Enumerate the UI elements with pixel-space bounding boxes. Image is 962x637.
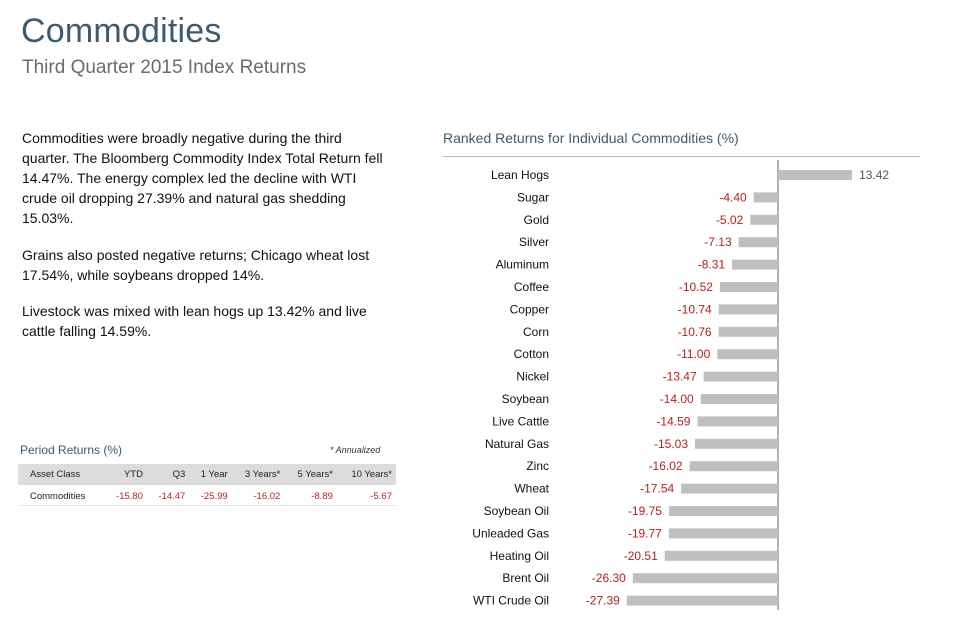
page-subtitle: Third Quarter 2015 Index Returns [22, 57, 307, 78]
category-label: Live Cattle [492, 414, 549, 428]
data-label: -10.74 [678, 302, 712, 316]
data-label: -10.76 [678, 325, 712, 339]
column-header: 10 Years* [336, 464, 396, 485]
data-label: -4.40 [719, 190, 747, 204]
period-returns-table: Asset Class YTD Q3 1 Year 3 Years* 5 Yea… [18, 464, 396, 507]
category-label: Zinc [526, 459, 549, 473]
data-label: -20.51 [624, 549, 658, 563]
data-label: -11.00 [677, 347, 710, 361]
bar [668, 528, 778, 539]
bar [738, 237, 778, 248]
data-label: -13.47 [663, 370, 697, 384]
column-header: 1 Year [189, 464, 232, 485]
category-label: Natural Gas [485, 437, 549, 451]
data-label: -16.02 [649, 459, 683, 473]
data-label: -17.54 [640, 482, 674, 496]
table-cell: -16.02 [253, 490, 281, 502]
category-label: Aluminum [496, 258, 549, 272]
commentary-paragraph: Commodities were broadly negative during… [22, 130, 383, 226]
bar [626, 595, 778, 606]
data-label: -15.03 [654, 437, 688, 451]
column-header: 5 Years* [284, 464, 337, 485]
column-header: 3 Years* [231, 464, 285, 485]
bar [703, 371, 778, 382]
table-cell: -25.99 [200, 490, 228, 502]
period-returns-title: Period Returns (%) [20, 443, 123, 457]
page-title: Commodities [21, 12, 222, 50]
table-cell: -5.67 [370, 490, 392, 502]
bar [664, 550, 778, 561]
annualized-note: * Annualized [330, 445, 381, 455]
data-label: -14.59 [656, 414, 690, 428]
chart-title-rule [443, 156, 920, 157]
bar [632, 573, 778, 584]
category-label: Soybean [502, 392, 549, 406]
category-label: Wheat [514, 482, 549, 496]
category-label: Silver [519, 235, 549, 249]
data-label: -19.75 [628, 504, 662, 518]
data-label: -14.00 [660, 392, 694, 406]
category-label: Corn [523, 325, 549, 339]
category-label: Unleaded Gas [472, 526, 549, 540]
bar [697, 416, 778, 427]
commentary-paragraph: Livestock was mixed with lean hogs up 13… [22, 303, 367, 339]
column-header: YTD [104, 464, 147, 485]
bar [695, 438, 778, 449]
commentary-paragraph: Grains also posted negative returns; Chi… [22, 247, 370, 283]
category-label: Soybean Oil [484, 504, 549, 518]
data-label: -7.13 [704, 235, 732, 249]
data-label: -27.39 [586, 594, 620, 608]
category-label: Brent Oil [502, 571, 549, 585]
table-cell: -8.89 [311, 490, 333, 502]
bar [778, 170, 853, 180]
table-cell: -15.80 [116, 490, 143, 502]
table-cell: Commodities [30, 490, 86, 502]
column-header: Q3 [146, 464, 190, 485]
category-label: Cotton [514, 347, 549, 361]
bar [718, 326, 778, 337]
data-label: -26.30 [592, 571, 626, 585]
category-label: Nickel [516, 370, 549, 384]
table-divider [18, 505, 396, 506]
bar [750, 214, 778, 225]
bar [732, 259, 778, 270]
category-label: Sugar [517, 190, 549, 204]
data-label: -5.02 [716, 213, 744, 227]
bar [668, 506, 778, 516]
bar [753, 192, 778, 203]
data-label: -10.52 [679, 280, 713, 294]
bar [689, 461, 778, 472]
data-label: -19.77 [628, 526, 662, 540]
bar [681, 483, 778, 494]
bar [700, 394, 778, 404]
ranked-returns-chart: Lean Hogs 13.42 Sugar -4.40 Gold -5.02 Silver -… [472, 160, 889, 610]
bar [719, 282, 778, 292]
table-header-row: Asset Class YTD Q3 1 Year 3 Years* 5 Yea… [18, 464, 396, 485]
column-header: Asset Class [18, 464, 105, 485]
chart-title: Ranked Returns for Individual Commoditie… [443, 130, 739, 146]
category-label: Lean Hogs [491, 168, 549, 182]
category-label: Copper [510, 302, 549, 316]
category-label: Gold [524, 213, 549, 227]
data-label: -8.31 [698, 258, 726, 272]
table-cell: -14.47 [158, 490, 186, 502]
category-label: Coffee [514, 280, 549, 294]
table-row: Commodities -15.80 -14.47 -25.99 -16.02 … [18, 485, 396, 507]
bar [718, 304, 778, 315]
data-label: 13.42 [859, 168, 889, 182]
category-label: Heating Oil [490, 549, 549, 563]
category-label: WTI Crude Oil [473, 594, 549, 608]
bar [717, 349, 778, 360]
